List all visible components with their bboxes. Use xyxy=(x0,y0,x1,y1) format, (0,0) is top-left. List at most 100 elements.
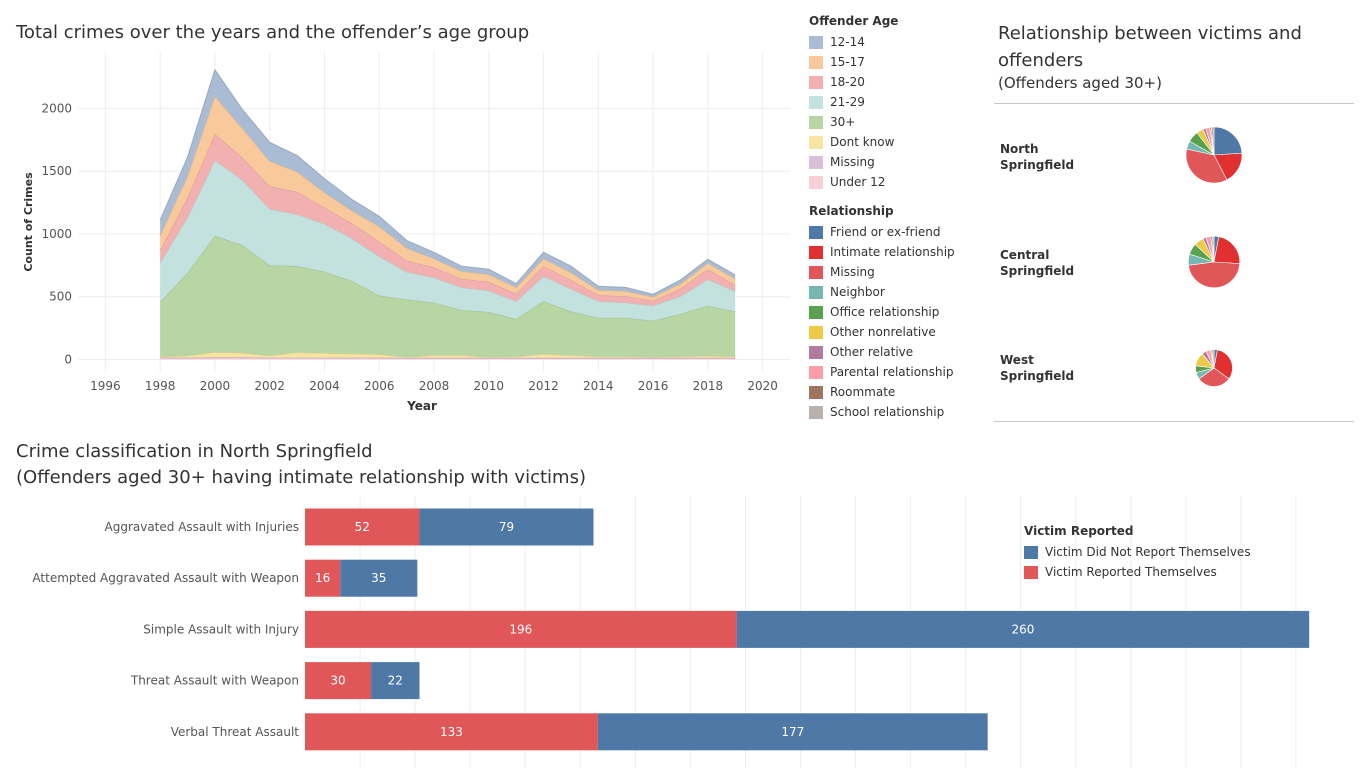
bar-segment-not-reported[interactable] xyxy=(371,662,420,700)
relationship-legend-item-office-relationship[interactable]: Office relationship xyxy=(809,302,955,322)
area-y-tick-label: 500 xyxy=(49,290,72,304)
relationship-legend-item-neighbor[interactable]: Neighbor xyxy=(809,282,955,302)
relationship-legend-swatch xyxy=(809,385,823,399)
pie-slice-missing[interactable] xyxy=(1185,148,1228,184)
relationship-legend-item-roommate[interactable]: Roommate xyxy=(809,382,955,402)
bar-chart-title: Crime classification in North Springfiel… xyxy=(16,439,586,491)
pie-west[interactable] xyxy=(1195,349,1233,387)
reported-legend-label: Victim Did Not Report Themselves xyxy=(1045,545,1251,559)
age-legend-label: 12-14 xyxy=(830,35,865,49)
bar-segment-reported[interactable] xyxy=(305,610,737,648)
bar-segment-not-reported[interactable] xyxy=(736,610,1310,648)
area-x-tick-label: 2006 xyxy=(364,379,395,393)
pie-slice-school-relationship[interactable] xyxy=(1211,349,1215,369)
bar-value-label: 177 xyxy=(781,725,804,739)
pie-slice-school-relationship[interactable] xyxy=(1212,235,1215,263)
pie-charts xyxy=(1185,126,1243,387)
age-legend-item-15-17[interactable]: 15-17 xyxy=(809,52,898,72)
age-legend-item-21-29[interactable]: 21-29 xyxy=(809,92,898,112)
area-x-tick-label: 2000 xyxy=(200,379,231,393)
relationship-legend-label: Office relationship xyxy=(830,305,940,319)
relationship-legend-label: Other relative xyxy=(830,345,914,359)
bar-value-label: 16 xyxy=(315,571,330,585)
age-legend-swatch xyxy=(809,35,823,49)
relationship-legend-swatch xyxy=(809,285,823,299)
bar-chart: Aggravated Assault with Injuries 52 79 Atte… xyxy=(32,496,1310,768)
bar-chart-title-line2: (Offenders aged 30+ having intimate rela… xyxy=(16,467,586,488)
bar-category-label: Attempted Aggravated Assault with Weapon xyxy=(32,571,299,585)
pie-slice-school-relationship[interactable] xyxy=(1210,126,1215,156)
relationship-legend-item-missing[interactable]: Missing xyxy=(809,262,955,282)
age-legend-item-30[interactable]: 30+ xyxy=(809,112,898,132)
area-series-18-20[interactable] xyxy=(160,133,736,306)
relationship-legend-item-other-nonrelative[interactable]: Other nonrelative xyxy=(809,322,955,342)
bar-chart-title-line1: Crime classification in North Springfiel… xyxy=(16,441,373,462)
pie-slice-intimate-relationship[interactable] xyxy=(1213,236,1241,264)
reported-legend-label: Victim Reported Themselves xyxy=(1045,565,1217,579)
victim-reported-legend: Victim Reported Victim Did Not Report Th… xyxy=(1024,524,1251,582)
relationship-legend-item-intimate-relationship[interactable]: Intimate relationship xyxy=(809,242,955,262)
area-x-tick-label: 2010 xyxy=(473,379,504,393)
relationship-legend-swatch xyxy=(809,325,823,339)
pie-label-north-line1: North xyxy=(1000,142,1039,156)
bar-category-label: Aggravated Assault with Injuries xyxy=(105,520,300,534)
age-legend-swatch xyxy=(809,75,823,89)
relationship-legend-swatch xyxy=(809,405,823,419)
relationship-legend-title: Relationship xyxy=(809,204,894,218)
bar-value-label: 52 xyxy=(355,520,370,534)
relationship-legend-swatch xyxy=(809,365,823,379)
pies-title: Relationship between victims and offende… xyxy=(998,20,1302,74)
pie-north[interactable] xyxy=(1185,126,1243,184)
offender-age-legend: Offender Age 12-14 15-17 18-20 21-29 30+ Dont… xyxy=(809,14,898,192)
relationship-legend-item-friend-or-ex-friend[interactable]: Friend or ex-friend xyxy=(809,222,955,242)
bar-segment-reported[interactable] xyxy=(305,662,372,700)
age-legend-item-18-20[interactable]: 18-20 xyxy=(809,72,898,92)
area-series-30[interactable] xyxy=(160,235,736,358)
area-x-tick-label: 1996 xyxy=(90,379,121,393)
age-legend-label: 30+ xyxy=(830,115,856,129)
bar-segment-not-reported[interactable] xyxy=(419,508,594,546)
area-x-tick-label: 2018 xyxy=(693,379,724,393)
reported-legend-item-victim-did-not-report-themselves[interactable]: Victim Did Not Report Themselves xyxy=(1024,542,1251,562)
pie-central[interactable] xyxy=(1187,235,1241,289)
bar-segment-reported[interactable] xyxy=(305,508,420,546)
offender-age-legend-title: Offender Age xyxy=(809,14,899,28)
age-legend-label: Under 12 xyxy=(830,175,886,189)
relationship-legend-swatch xyxy=(809,225,823,239)
relationship-legend-swatch xyxy=(809,265,823,279)
area-series-15-17[interactable] xyxy=(160,96,736,301)
bar-value-label: 30 xyxy=(330,674,345,688)
pie-slice-missing[interactable] xyxy=(1198,367,1230,387)
age-legend-label: 15-17 xyxy=(830,55,865,69)
age-legend-item-12-14[interactable]: 12-14 xyxy=(809,32,898,52)
pie-label-north: North Springfield xyxy=(1000,141,1074,173)
relationship-legend-item-other-relative[interactable]: Other relative xyxy=(809,342,955,362)
bar-segment-not-reported[interactable] xyxy=(597,713,988,751)
area-y-tick-label: 1500 xyxy=(41,164,72,178)
age-legend-item-under-12[interactable]: Under 12 xyxy=(809,172,898,192)
area-x-tick-label: 2014 xyxy=(583,379,614,393)
age-legend-swatch xyxy=(809,95,823,109)
relationship-legend-label: Roommate xyxy=(830,385,896,399)
bar-segment-not-reported[interactable] xyxy=(340,559,418,597)
bar-value-label: 196 xyxy=(509,622,532,636)
relationship-legend-label: School relationship xyxy=(830,405,945,419)
pie-slice-intimate-relationship[interactable] xyxy=(1213,349,1233,380)
area-x-tick-label: 2012 xyxy=(528,379,559,393)
relationship-legend-swatch xyxy=(809,305,823,319)
relationship-legend-item-parental-relationship[interactable]: Parental relationship xyxy=(809,362,955,382)
pie-slice-missing[interactable] xyxy=(1188,261,1241,289)
bar-segment-reported[interactable] xyxy=(305,713,598,751)
age-legend-item-missing[interactable]: Missing xyxy=(809,152,898,172)
area-series-12-14[interactable] xyxy=(160,69,736,298)
pie-slice-friend-or-ex-friend[interactable] xyxy=(1213,126,1243,156)
area-series-21-29[interactable] xyxy=(160,160,736,321)
bar-category-label: Verbal Threat Assault xyxy=(171,725,300,739)
area-x-tick-label: 1998 xyxy=(145,379,176,393)
area-y-tick-label: 0 xyxy=(64,352,72,366)
reported-legend-item-victim-reported-themselves[interactable]: Victim Reported Themselves xyxy=(1024,562,1251,582)
pie-label-central-line1: Central xyxy=(1000,248,1050,262)
bar-segment-reported[interactable] xyxy=(305,559,341,597)
age-legend-item-dont-know[interactable]: Dont know xyxy=(809,132,898,152)
relationship-legend-item-school-relationship[interactable]: School relationship xyxy=(809,402,955,422)
